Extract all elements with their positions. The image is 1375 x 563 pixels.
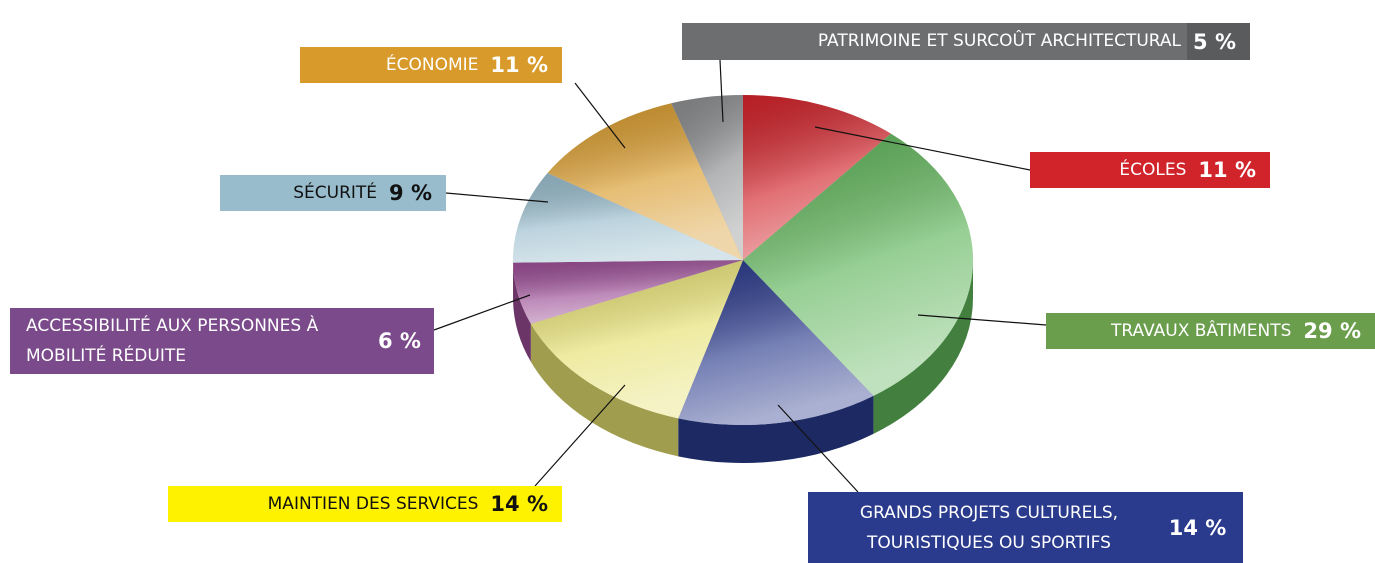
category-name: PATRIMOINE ET SURCOÛT ARCHITECTURAL [817,31,1182,51]
leader-line [917,314,1047,326]
category-name: ACCESSIBILITÉ AUX PERSONNES À MOBILITÉ R… [26,316,319,366]
slice-label: TRAVAUX BÂTIMENTS 29 % [1046,313,1375,349]
category-name: TRAVAUX BÂTIMENTS [1111,320,1292,341]
slice-label: ACCESSIBILITÉ AUX PERSONNES À MOBILITÉ R… [10,308,434,374]
slice-shine [547,103,743,260]
slice-shine [678,260,874,425]
value-label: 14 % [1168,515,1227,540]
category-name: ÉCOLES [1119,159,1187,180]
leader-line [777,404,859,493]
slice-shine [513,260,743,324]
value-label: 11 % [490,53,548,77]
slice-label: PATRIMOINE ET SURCOÛT ARCHITECTURAL 5 % [682,23,1250,60]
pie-wall [530,323,679,457]
category-name: SÉCURITÉ [293,182,378,203]
leader-line [814,126,1031,171]
slice-label: ÉCONOMIE 11 % [300,47,562,83]
slice-shine [743,95,891,260]
leader-line [445,192,549,203]
value-label: 14 % [490,492,548,516]
slice-label: MAINTIEN DES SERVICES 14 % [168,486,562,522]
category-name: MAINTIEN DES SERVICES [267,493,479,514]
value-label: 11 % [1198,158,1256,182]
pie-wall [873,260,973,434]
slice-shine [513,173,743,263]
slice-label: GRANDS PROJETS CULTURELS, TOURISTIQUES O… [808,492,1243,563]
category-name: ÉCONOMIE [385,54,479,75]
leader-line [534,384,626,487]
leader-line [719,59,724,123]
category-name: GRANDS PROJETS CULTURELS, TOURISTIQUES O… [859,502,1119,553]
pie-wall [513,262,531,362]
leader-line [574,82,626,149]
value-label: 9 % [389,181,432,205]
leader-line [433,294,531,331]
slice-label: SÉCURITÉ 9 % [220,175,446,211]
slice-shine [530,260,743,419]
slice-label: ÉCOLES 11 % [1030,152,1270,188]
value-label: 29 % [1303,319,1361,343]
slice-shine [743,133,973,396]
value-label: 5 % [1187,23,1250,60]
value-label: 6 % [378,329,421,353]
pie-wall [678,395,874,463]
slice-shine [671,95,743,260]
